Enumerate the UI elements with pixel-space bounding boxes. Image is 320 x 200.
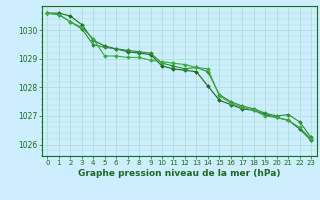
X-axis label: Graphe pression niveau de la mer (hPa): Graphe pression niveau de la mer (hPa) [78, 169, 280, 178]
